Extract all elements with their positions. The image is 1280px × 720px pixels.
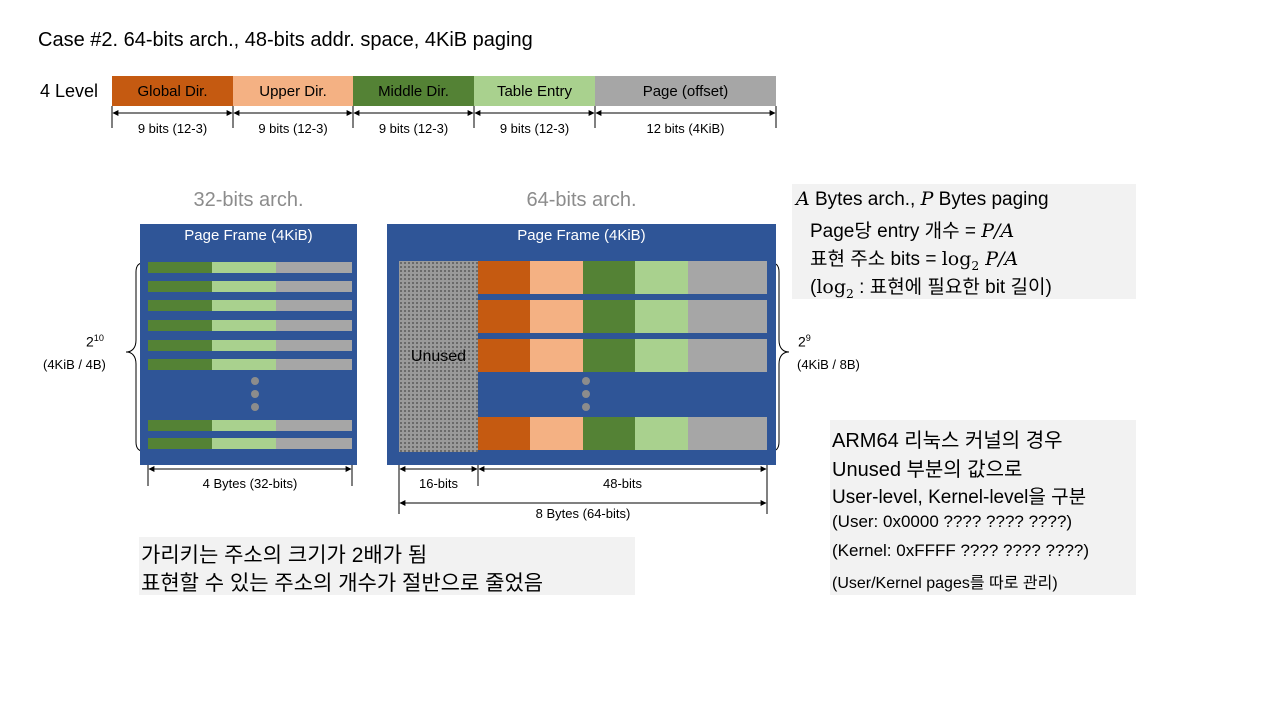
segment-global-bits: 9 bits (12-3) <box>137 121 208 136</box>
page-entry-32-part <box>276 262 352 273</box>
page-entry-32-part <box>276 320 352 331</box>
formula-note: A Bytes arch., P Bytes paging Page당 entr… <box>792 184 1136 301</box>
page-entry-64-part <box>478 339 530 372</box>
ellipsis-dot <box>251 390 259 398</box>
arch32-width-label: 4 Bytes (32-bits) <box>202 476 298 491</box>
arm-note-line-1: ARM64 리눅스 커널의 경우 <box>832 430 1063 452</box>
segment-table-entry: Table Entry <box>474 76 595 106</box>
page-entry-32-part <box>212 438 276 449</box>
segment-table-bits: 9 bits (12-3) <box>499 121 570 136</box>
arm64-note: ARM64 리눅스 커널의 경우 Unused 부분의 값으로 User-lev… <box>830 420 1136 595</box>
page-entry-32-part <box>276 438 352 449</box>
ellipsis-dot <box>582 403 590 411</box>
segment-upper-bits: 9 bits (12-3) <box>258 121 328 136</box>
page-entry-32-part <box>148 281 212 292</box>
bottom-note: 가리키는 주소의 크기가 2배가 됨 표현할 수 있는 주소의 개수가 절반으로… <box>139 537 635 595</box>
page-entry-64-part <box>688 300 767 333</box>
page-entry-64-part <box>635 261 688 294</box>
page-entry-64-part <box>478 261 530 294</box>
arm-note-line-3: User-level, Kernel-level을 구분 <box>832 487 1087 508</box>
page-entry-64-part <box>530 417 583 450</box>
page-entry-64-part <box>688 417 767 450</box>
page-entry-64-part <box>688 261 767 294</box>
segment-global-dir: Global Dir. <box>112 76 233 106</box>
level-label: 4 Level <box>40 81 99 101</box>
page-entry-64-part <box>583 417 635 450</box>
page-entry-32-part <box>148 420 212 431</box>
used-width-label: 48-bits <box>602 476 643 491</box>
bottom-note-line-2: 표현할 수 있는 주소의 개수가 절반으로 줄었음 <box>141 572 544 595</box>
page-entry-32-part <box>148 340 212 351</box>
segment-middle-bits: 9 bits (12-3) <box>378 121 449 136</box>
page-entry-64-part <box>478 300 530 333</box>
page-entry-64-part <box>583 300 635 333</box>
page-entry-32-part <box>212 320 276 331</box>
page-entry-64-part <box>635 339 688 372</box>
page-entry-64-part <box>635 417 688 450</box>
page-entry-32-part <box>276 281 352 292</box>
segment-middle-dir: Middle Dir. <box>353 76 474 106</box>
unused-label: Unused <box>410 347 467 365</box>
formula-line-2: Page당 entry 개수 = P/A <box>810 220 1015 242</box>
segment-page-bits: 12 bits (4KiB) <box>646 121 725 136</box>
page-entry-64-part <box>530 261 583 294</box>
page-entry-64-part <box>635 300 688 333</box>
slide-title: Case #2. 64-bits arch., 48-bits addr. sp… <box>38 29 533 51</box>
arm-note-line-6: (User/Kernel pages를 따로 관리) <box>832 575 1058 592</box>
ellipsis-dot <box>582 390 590 398</box>
arch32-count-note: (4KiB / 4B) <box>43 357 106 372</box>
page-entry-32-part <box>276 359 352 370</box>
page-entry-32-part <box>212 281 276 292</box>
arm-note-line-4: (User: 0x0000 ???? ???? ????) <box>832 512 1073 531</box>
page-entry-32-part <box>212 300 276 311</box>
page-entry-32-part <box>148 320 212 331</box>
arch64-count-note: (4KiB / 8B) <box>797 357 860 372</box>
formula-line-1: A Bytes arch., P Bytes paging <box>796 188 1049 210</box>
page-entry-32-part <box>148 262 212 273</box>
segment-upper-dir: Upper Dir. <box>233 76 353 106</box>
formula-line-3: 표현 주소 bits = log2 P/A <box>810 248 1019 273</box>
arch32-frame-label: Page Frame (4KiB) <box>184 227 313 244</box>
bottom-note-line-1: 가리키는 주소의 크기가 2배가 됨 <box>141 544 428 567</box>
page-entry-64-part <box>583 261 635 294</box>
arm-note-line-2: Unused 부분의 값으로 <box>832 459 1023 481</box>
arch64-count: 29 <box>798 333 811 350</box>
arm-note-line-5: (Kernel: 0xFFFF ???? ???? ????) <box>832 541 1090 560</box>
page-entry-32-part <box>276 420 352 431</box>
arch64-width-label: 8 Bytes (64-bits) <box>535 506 631 521</box>
page-entry-32-part <box>148 438 212 449</box>
page-entry-32-part <box>212 420 276 431</box>
arch32-title: 32-bits arch. <box>193 189 304 211</box>
arch32-count: 210 <box>86 333 104 350</box>
page-entry-64-part <box>530 339 583 372</box>
page-entry-32-part <box>276 300 352 311</box>
page-entry-32-part <box>276 340 352 351</box>
page-entry-32-part <box>212 340 276 351</box>
segment-page-offset: Page (offset) <box>595 76 776 106</box>
arch64-frame-label: Page Frame (4KiB) <box>517 227 646 244</box>
page-entry-64-part <box>478 417 530 450</box>
ellipsis-dot <box>582 377 590 385</box>
unused-region: Unused <box>399 261 478 452</box>
unused-width-label: 16-bits <box>418 476 459 491</box>
page-entry-32-part <box>148 359 212 370</box>
arch64-title: 64-bits arch. <box>526 189 637 211</box>
page-entry-32-part <box>212 359 276 370</box>
ellipsis-dot <box>251 377 259 385</box>
page-entry-64-part <box>688 339 767 372</box>
page-entry-32-part <box>212 262 276 273</box>
formula-line-4: (log2 : 표현에 필요한 bit 길이) <box>810 276 1052 301</box>
page-entry-64-part <box>530 300 583 333</box>
ellipsis-dot <box>251 403 259 411</box>
page-entry-64-part <box>583 339 635 372</box>
page-entry-32-part <box>148 300 212 311</box>
